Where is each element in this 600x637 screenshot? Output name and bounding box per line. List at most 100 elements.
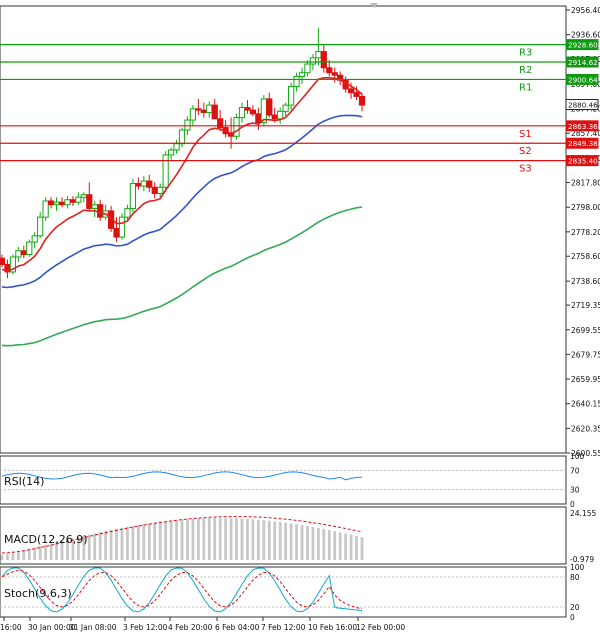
candle-body[interactable]	[255, 113, 262, 124]
candle-body[interactable]	[233, 117, 240, 137]
candle-body[interactable]	[157, 186, 164, 194]
macd-histogram-bar	[55, 542, 58, 560]
candle-body[interactable]	[326, 67, 333, 74]
price-label-box	[565, 99, 599, 111]
candle-body[interactable]	[31, 235, 38, 243]
macd-histogram-bar	[196, 518, 200, 560]
pivot-level-label: S3	[519, 164, 532, 175]
candle-body[interactable]	[167, 149, 175, 156]
candle-body[interactable]	[91, 204, 98, 209]
macd-histogram-bar	[44, 544, 48, 560]
macd-histogram-bar	[327, 530, 331, 560]
y-tick-label: 2817.80	[571, 179, 600, 188]
moving-average-slow	[1, 206, 363, 347]
candle-body[interactable]	[113, 227, 120, 238]
macd-histogram-bar	[175, 520, 178, 560]
candle-body[interactable]	[211, 104, 218, 120]
candle-body[interactable]	[331, 72, 338, 76]
candle-body[interactable]	[309, 57, 317, 65]
candle-body[interactable]	[97, 204, 104, 218]
x-tick-label: 3 Feb 12:00	[123, 623, 168, 632]
candle-body[interactable]	[140, 180, 147, 187]
x-tick-label: 6 Feb 04:00	[215, 623, 260, 632]
x-tick-label: 31 Jan 08:00	[69, 623, 117, 632]
candle-body[interactable]	[347, 88, 355, 94]
price-label-box	[565, 56, 599, 68]
candle-body[interactable]	[42, 200, 49, 218]
candle-body[interactable]	[20, 250, 27, 255]
macd-histogram-bar	[349, 534, 353, 560]
candle-body[interactable]	[86, 194, 93, 209]
candle-body[interactable]	[315, 51, 322, 59]
macd-histogram-bar	[0, 554, 4, 560]
candle-body[interactable]	[217, 118, 224, 129]
candle-body[interactable]	[277, 110, 284, 120]
price-label-box	[565, 120, 599, 132]
y-tick-label: 2640.15	[571, 400, 600, 409]
macd-histogram-bar	[49, 543, 53, 560]
candle-body[interactable]	[135, 183, 142, 187]
price-label: 2863.36	[568, 122, 598, 131]
y-tick-label: 2600.55	[571, 449, 600, 458]
candle-body[interactable]	[287, 85, 295, 106]
rsi-title: RSI(14)	[4, 475, 44, 488]
macd-histogram-bar	[6, 553, 9, 560]
candle-body[interactable]	[320, 51, 327, 69]
candle-body[interactable]	[0, 257, 6, 265]
candle-body[interactable]	[238, 107, 246, 119]
candle-body[interactable]	[53, 201, 60, 206]
candle-body[interactable]	[298, 72, 306, 77]
stoch-tick-label: 80	[570, 573, 580, 582]
candle-body[interactable]	[353, 92, 360, 97]
candle-body[interactable]	[244, 107, 251, 111]
candle-body[interactable]	[173, 143, 180, 151]
candle-body[interactable]	[9, 256, 17, 273]
candle-body[interactable]	[37, 216, 44, 237]
macd-histogram-bar	[316, 528, 320, 560]
candle-body[interactable]	[75, 196, 82, 203]
price-label-box	[565, 39, 599, 51]
candle-body[interactable]	[178, 129, 186, 145]
macd-histogram-bar	[22, 549, 26, 560]
y-tick-label: 2659.95	[571, 375, 600, 384]
macd-histogram-bar	[87, 534, 91, 560]
candle-body[interactable]	[162, 154, 169, 188]
candle-body[interactable]	[80, 194, 87, 198]
candle-body[interactable]	[249, 109, 257, 115]
candle-body[interactable]	[26, 241, 33, 255]
candle-body[interactable]	[304, 63, 311, 74]
candle-body[interactable]	[206, 104, 213, 114]
macd-histogram-bar	[158, 521, 162, 560]
candle-body[interactable]	[64, 199, 71, 206]
macd-histogram-bar	[295, 524, 298, 560]
candle-body[interactable]	[129, 183, 137, 209]
candle-body[interactable]	[118, 216, 126, 238]
candle-body[interactable]	[282, 104, 289, 112]
macd-histogram-bar	[71, 538, 75, 560]
candle-body[interactable]	[200, 109, 207, 114]
candle-body[interactable]	[195, 108, 202, 111]
candle-body[interactable]	[124, 207, 131, 218]
candle-body[interactable]	[151, 186, 158, 194]
candle-body[interactable]	[358, 95, 366, 106]
y-tick-label: 2857.40	[571, 129, 600, 138]
macd-histogram-bar	[180, 519, 184, 560]
candle-body[interactable]	[184, 119, 191, 131]
x-tick-label: 10 Feb 16:00	[308, 623, 357, 632]
candle-body[interactable]	[266, 98, 273, 116]
candle-body[interactable]	[15, 250, 22, 258]
candle-body[interactable]	[146, 180, 153, 188]
candle-body[interactable]	[69, 199, 77, 203]
macd-histogram-bar	[267, 520, 271, 560]
candle-body[interactable]	[293, 75, 300, 87]
macd-histogram-bar	[207, 518, 211, 560]
stoch-d-line	[1, 569, 363, 610]
macd-histogram-bar	[278, 521, 282, 560]
candle-body[interactable]	[271, 114, 278, 120]
candle-body[interactable]	[47, 200, 55, 206]
macd-histogram-bar	[11, 552, 15, 560]
candle-body[interactable]	[58, 201, 66, 206]
candle-body[interactable]	[189, 108, 197, 121]
price-label: 2835.40	[568, 157, 598, 166]
